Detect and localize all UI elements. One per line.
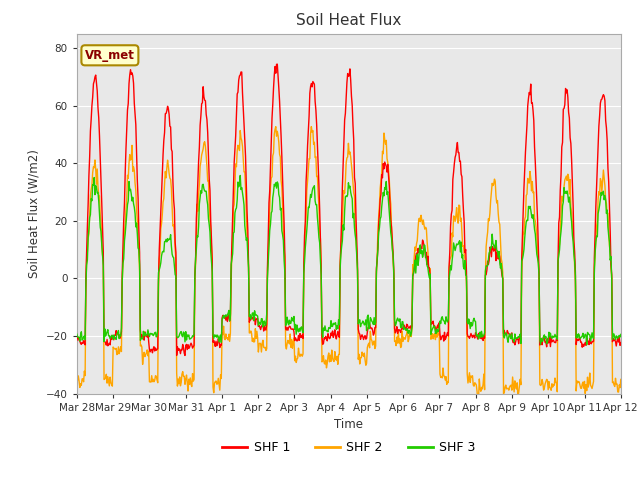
Legend: SHF 1, SHF 2, SHF 3: SHF 1, SHF 2, SHF 3 xyxy=(218,436,480,459)
X-axis label: Time: Time xyxy=(334,418,364,431)
Text: VR_met: VR_met xyxy=(85,49,135,62)
Y-axis label: Soil Heat Flux (W/m2): Soil Heat Flux (W/m2) xyxy=(28,149,40,278)
Title: Soil Heat Flux: Soil Heat Flux xyxy=(296,13,401,28)
